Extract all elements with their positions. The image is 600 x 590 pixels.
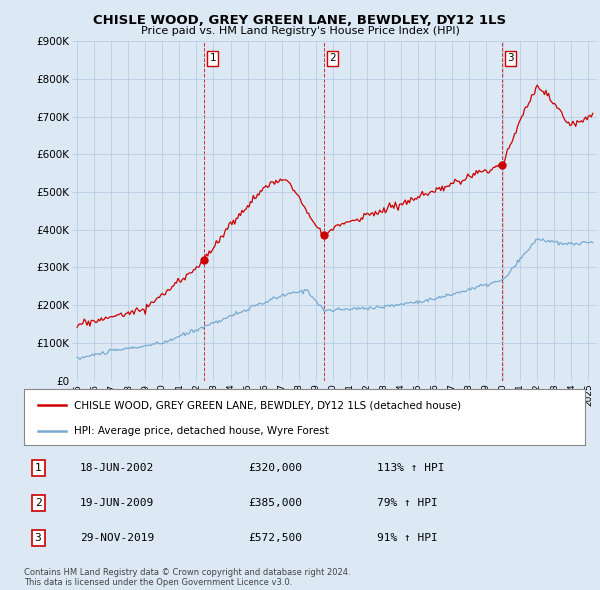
Text: 79% ↑ HPI: 79% ↑ HPI — [377, 498, 438, 508]
Text: 2: 2 — [35, 498, 41, 508]
Text: Price paid vs. HM Land Registry's House Price Index (HPI): Price paid vs. HM Land Registry's House … — [140, 26, 460, 36]
Text: £572,500: £572,500 — [248, 533, 302, 543]
Text: 3: 3 — [507, 53, 514, 63]
Text: 18-JUN-2002: 18-JUN-2002 — [80, 463, 154, 473]
Text: Contains HM Land Registry data © Crown copyright and database right 2024.: Contains HM Land Registry data © Crown c… — [24, 568, 350, 576]
Text: 1: 1 — [209, 53, 216, 63]
Text: 1: 1 — [35, 463, 41, 473]
Text: 2: 2 — [329, 53, 335, 63]
Text: £385,000: £385,000 — [248, 498, 302, 508]
Text: This data is licensed under the Open Government Licence v3.0.: This data is licensed under the Open Gov… — [24, 578, 292, 587]
Text: 29-NOV-2019: 29-NOV-2019 — [80, 533, 154, 543]
Text: 19-JUN-2009: 19-JUN-2009 — [80, 498, 154, 508]
Text: 91% ↑ HPI: 91% ↑ HPI — [377, 533, 438, 543]
Text: HPI: Average price, detached house, Wyre Forest: HPI: Average price, detached house, Wyre… — [74, 427, 329, 437]
Text: 3: 3 — [35, 533, 41, 543]
Text: 113% ↑ HPI: 113% ↑ HPI — [377, 463, 445, 473]
Text: CHISLE WOOD, GREY GREEN LANE, BEWDLEY, DY12 1LS (detached house): CHISLE WOOD, GREY GREEN LANE, BEWDLEY, D… — [74, 400, 461, 410]
Text: CHISLE WOOD, GREY GREEN LANE, BEWDLEY, DY12 1LS: CHISLE WOOD, GREY GREEN LANE, BEWDLEY, D… — [94, 14, 506, 27]
Text: £320,000: £320,000 — [248, 463, 302, 473]
